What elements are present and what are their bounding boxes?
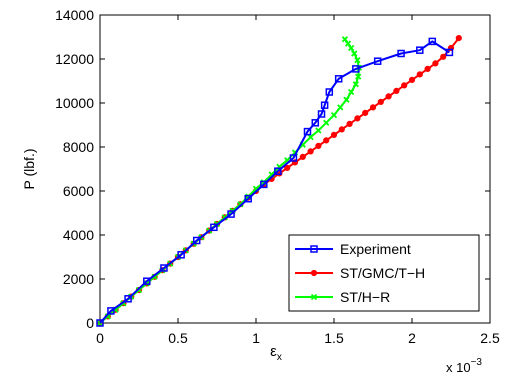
x-axis-multiplier: x 10−3 [446,357,482,375]
data-point [344,40,352,47]
x-tick-label: 2.5 [480,330,500,346]
legend-marker [310,269,318,277]
data-point [289,154,298,162]
legend-item: Experiment [295,241,411,257]
x-axis-label-symbol: ε [270,343,277,360]
data-point [346,120,353,128]
y-tick-label: 12000 [55,51,94,67]
data-point [330,131,338,138]
data-point [352,81,359,88]
data-point [416,46,424,54]
x-tick-label: 1.5 [324,330,344,346]
data-point [244,194,252,203]
legend-label: Experiment [340,241,411,257]
x-axis-multiplier-exponent: −3 [471,357,483,368]
data-point [440,53,447,60]
x-axis-label-subscript: x [277,352,282,363]
data-point [354,115,361,122]
x-axis-multiplier-base: x 10 [446,360,471,375]
data-point [160,264,168,272]
y-tick-label: 4000 [63,227,94,243]
data-point [432,60,439,67]
legend-item: ST/H−R [295,289,390,305]
y-tick-label: 0 [86,315,94,331]
data-point [445,48,454,57]
data-point [311,119,320,127]
series-line [99,40,450,324]
data-point [192,236,201,245]
data-point [323,119,330,126]
data-point [341,36,349,43]
y-tick-label: 14000 [55,7,94,23]
data-point [337,104,344,111]
data-point [377,98,384,106]
legend-label: ST/H−R [340,289,390,305]
data-point [323,137,330,144]
data-point [424,65,431,73]
data-point [348,88,355,96]
data-point [284,164,291,171]
data-point [428,37,437,46]
data-point [393,87,400,95]
series-layer [96,35,462,327]
data-point [307,133,314,141]
x-tick-label: 0.5 [168,330,188,346]
data-point [351,50,358,57]
data-point [96,319,104,327]
data-point [307,148,314,155]
data-point [369,104,377,111]
data-point [124,295,132,303]
legend: Experiment ST/GMC/T−H ST/H−R [288,234,480,312]
data-point [334,75,343,83]
data-point [373,57,382,65]
x-tick-label: 1 [252,330,260,346]
legend-marker [310,245,318,253]
data-point [455,35,462,42]
x-axis-ticks: 0 0.5 1 1.5 2 2.5 [96,15,500,346]
y-tick-label: 10000 [55,95,94,111]
data-point [348,44,355,52]
data-point [325,88,334,96]
data-point [210,223,218,232]
data-point [338,126,345,133]
data-point [362,109,369,117]
data-point [352,65,360,73]
y-tick-label: 8000 [63,139,94,155]
data-point [330,111,338,119]
series-square [96,37,454,327]
data-point [315,142,322,149]
data-point [320,101,329,109]
data-point [401,82,408,89]
legend-marker [310,293,318,301]
data-point [315,127,322,134]
data-point [385,93,392,100]
x-axis-label: εx [270,343,282,363]
data-point [343,96,350,103]
data-point [317,110,326,118]
y-tick-label: 6000 [63,183,94,199]
data-point [260,180,268,189]
data-point [227,210,235,218]
y-tick-label: 2000 [63,271,94,287]
y-axis-label: P (lbf.) [21,149,37,190]
legend-label: ST/GMC/T−H [340,265,425,281]
data-point [177,251,185,259]
data-point [299,153,306,160]
legend-item: ST/GMC/T−H [295,265,425,281]
data-point [354,56,361,64]
data-point [303,127,312,136]
data-point [397,49,405,58]
data-point [416,71,423,78]
data-point [143,277,151,285]
x-tick-label: 2 [408,330,416,346]
data-point [274,167,282,175]
x-tick-label: 0 [96,330,104,346]
data-point [408,76,416,84]
data-point [107,307,115,315]
data-point [355,73,362,80]
